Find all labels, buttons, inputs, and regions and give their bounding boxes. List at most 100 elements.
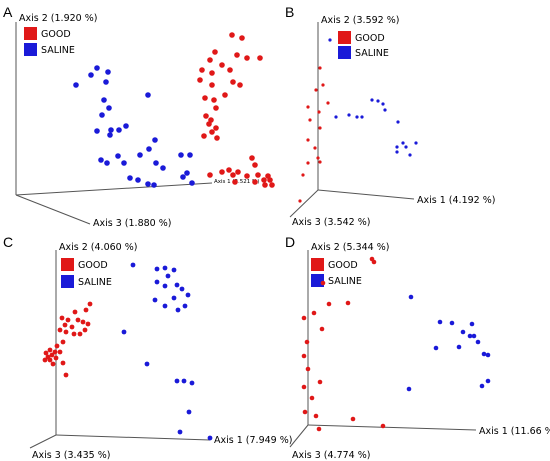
panel-c-saline-point-14 (175, 307, 181, 313)
panel-c-good-point-28 (63, 372, 69, 378)
panel-d-good-point-4 (301, 315, 307, 321)
panel-a-good-point-34 (244, 173, 250, 179)
panel-d-legend-saline: SALINE (328, 276, 362, 287)
panel-d-good-point-17 (350, 416, 356, 422)
panel-a-good-point-17 (211, 97, 217, 103)
panel-d-saline-point-13 (485, 378, 491, 384)
panel-c-saline-point-2 (162, 265, 168, 271)
panel-d-good-point-2 (320, 280, 326, 286)
panel-a-good-point-24 (201, 133, 207, 139)
panel-d-axis3-line (289, 424, 309, 448)
panel-c-axis1-label: Axis 1 (7.949 %) (214, 435, 292, 446)
panel-d-good-point-1 (371, 259, 377, 265)
panel-a-good-point-28 (226, 167, 232, 173)
panel-d-good-point-13 (309, 395, 315, 401)
panel-a-good-point-5 (257, 55, 263, 61)
panel-a-good-point-21 (206, 121, 212, 127)
panel-c-saline-point-15 (121, 329, 127, 335)
panel-c-good-point-12 (71, 331, 77, 337)
panel-d-good-point-3 (326, 301, 332, 307)
panel-d-saline-point-0 (408, 294, 414, 300)
panel-a-saline-point-27 (127, 175, 133, 181)
panel-a-letter: A (3, 4, 13, 20)
panel-a-saline-point-26 (135, 177, 141, 183)
panel-a-saline-point-29 (151, 182, 157, 188)
panel-b-legend-good-swatch (338, 31, 351, 44)
panel-b-saline-point-6 (334, 115, 338, 119)
panel-d-good-point-8 (304, 339, 310, 345)
panel-d-good-point-11 (317, 379, 323, 385)
panel-b-saline-point-13 (404, 145, 408, 149)
panel-a-good-point-4 (244, 55, 250, 61)
panel-d-legend-good-swatch (311, 258, 324, 271)
panel-b-good-point-8 (306, 138, 310, 142)
panel-c-saline-point-16 (144, 361, 150, 367)
panel-c-points (42, 262, 213, 441)
panel-a: A Axis 2 (1.920 %) Axis 1 (2.521 %) Axis… (3, 4, 275, 229)
panel-b-legend-saline-swatch (338, 46, 351, 59)
panel-d-good-point-12 (301, 384, 307, 390)
panel-b-axis3-label: Axis 3 (3.542 %) (292, 217, 370, 228)
panel-b-saline-point-10 (401, 141, 405, 145)
panel-c-good-point-13 (77, 331, 83, 337)
panel-d-axis1-line (307, 424, 477, 431)
panel-c-saline-point-8 (179, 286, 185, 292)
panel-c-good-point-15 (60, 339, 66, 345)
panel-a-saline-point-24 (160, 165, 166, 171)
panel-a-saline-point-16 (137, 152, 143, 158)
panel-b: B Axis 2 (3.592 %) Axis 1 (4.192 %) Axis… (285, 4, 495, 228)
panel-b-axis1-label: Axis 1 (4.192 %) (417, 195, 495, 206)
panel-b-letter: B (285, 4, 294, 20)
panel-d: D Axis 2 (5.344 %) Axis 1 (11.66 %) Axis… (285, 234, 550, 461)
panel-d-good-point-16 (316, 426, 322, 432)
panel-c-saline-point-21 (177, 429, 183, 435)
panel-d-saline-point-7 (475, 339, 481, 345)
panel-c-saline-point-10 (171, 295, 177, 301)
panel-d-saline-point-12 (479, 383, 485, 389)
panel-d-axis2-label: Axis 2 (5.344 %) (311, 242, 389, 253)
panel-a-legend-good-swatch (24, 27, 37, 40)
panel-b-good-point-10 (316, 156, 320, 160)
panel-b-good-point-0 (318, 66, 322, 70)
panel-d-saline-point-6 (471, 333, 477, 339)
panel-c-axis2-label: Axis 2 (4.060 %) (59, 242, 137, 253)
panel-d-good-point-18 (380, 423, 386, 429)
panel-a-saline-point-21 (178, 152, 184, 158)
panel-b-good-point-13 (301, 173, 305, 177)
panel-c-saline-point-11 (152, 297, 158, 303)
panel-c-saline-point-4 (165, 273, 171, 279)
panel-a-good-point-14 (209, 82, 215, 88)
panel-c-saline-point-22 (207, 435, 213, 441)
panel-c-saline-point-6 (174, 282, 180, 288)
panel-d-points (301, 256, 491, 432)
panel-a-axis3-line (15, 194, 91, 225)
panel-b-saline-point-5 (347, 113, 351, 117)
panel-a-good-point-15 (222, 92, 228, 98)
panel-b-saline-point-14 (395, 150, 399, 154)
panel-a-good-point-38 (232, 179, 238, 185)
panel-a-saline-point-10 (108, 127, 114, 133)
panel-d-good-point-7 (319, 326, 325, 332)
panel-c-axis1-line (55, 434, 211, 441)
panel-a-saline-point-6 (101, 97, 107, 103)
panel-c-saline-point-12 (162, 303, 168, 309)
panel-a-saline-point-8 (99, 112, 105, 118)
panel-b-good-point-14 (298, 199, 302, 203)
panel-b-saline-point-11 (414, 141, 418, 145)
panel-c-axis3-line (29, 434, 57, 449)
panel-a-saline-point-28 (145, 181, 151, 187)
panel-c-letter: C (3, 234, 13, 250)
panel-a-saline-point-17 (115, 153, 121, 159)
panel-d-saline-point-14 (406, 386, 412, 392)
panel-a-good-point-8 (199, 67, 205, 73)
panel-a-saline-point-4 (73, 82, 79, 88)
panel-d-saline-point-2 (449, 320, 455, 326)
panel-a-good-point-33 (255, 172, 261, 178)
panel-b-good-point-4 (306, 105, 310, 109)
panel-b-saline-point-4 (383, 108, 387, 112)
panel-d-good-point-14 (302, 409, 308, 415)
panel-b-saline-point-1 (370, 98, 374, 102)
panel-a-good-point-2 (212, 49, 218, 55)
panel-c-good-point-16 (54, 343, 60, 349)
